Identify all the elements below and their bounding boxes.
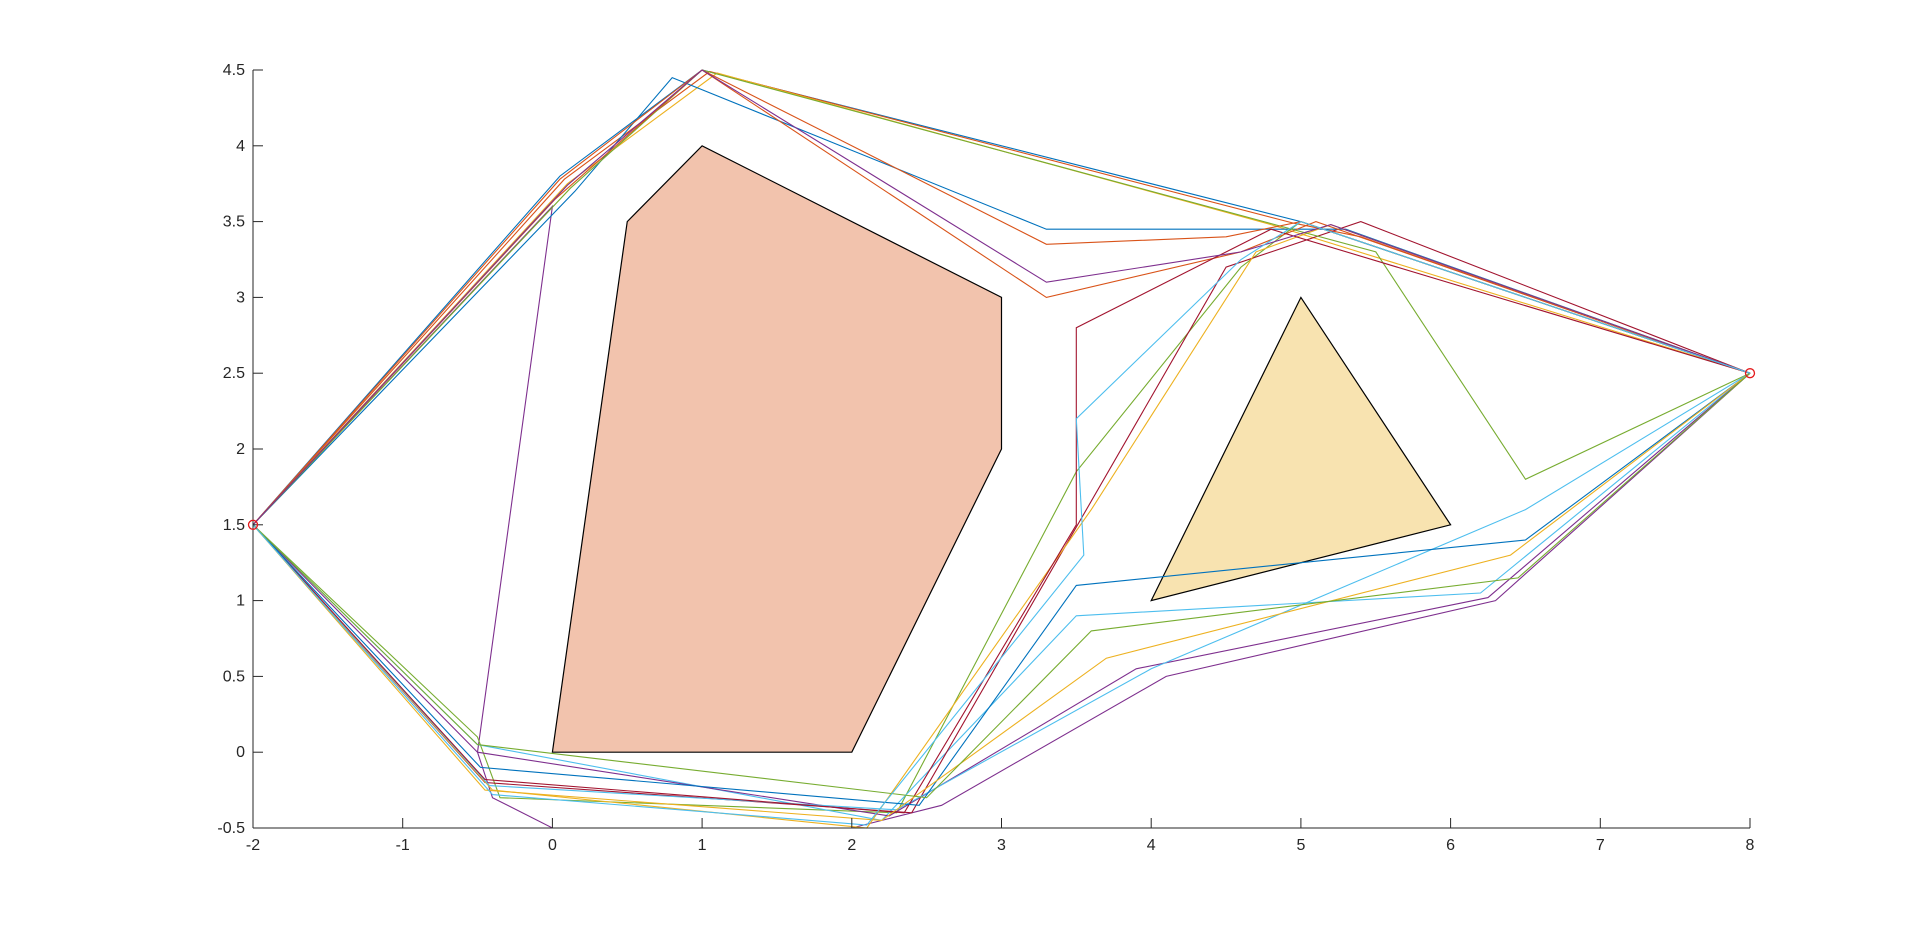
path-series-9 xyxy=(252,69,1751,526)
y-tick-label: 3.5 xyxy=(223,214,245,231)
path-series-19 xyxy=(252,372,1751,799)
x-tick-label: 4 xyxy=(1147,837,1156,854)
y-tick-label: 4.5 xyxy=(223,62,245,79)
x-tick-label: 7 xyxy=(1596,837,1605,854)
x-tick-label: 0 xyxy=(548,837,557,854)
obstacle-2 xyxy=(1150,296,1452,602)
goal-marker xyxy=(1744,368,1756,379)
x-tick-label: -2 xyxy=(246,837,260,854)
x-tick-label: 8 xyxy=(1746,837,1755,854)
x-tick-label: 5 xyxy=(1296,837,1305,854)
path-series-13 xyxy=(252,372,1751,811)
path-series-8 xyxy=(252,76,1751,526)
y-tick-label: 4 xyxy=(236,138,245,155)
x-tick-label: -1 xyxy=(396,837,410,854)
x-tick-label: 6 xyxy=(1446,837,1455,854)
path-series-20 xyxy=(252,220,1751,826)
path-series-15 xyxy=(252,372,1751,806)
obstacles-layer xyxy=(551,145,1452,753)
y-tick-label: 0 xyxy=(236,744,245,761)
obstacle-1 xyxy=(551,145,1003,753)
y-tick-label: 3 xyxy=(236,289,245,306)
paths-layer xyxy=(252,69,1751,829)
y-tick-label: 0.5 xyxy=(223,668,245,685)
y-tick-label: -0.5 xyxy=(217,820,245,837)
path-series-12 xyxy=(252,69,1751,526)
y-tick-label: 1.5 xyxy=(223,517,245,534)
path-series-14 xyxy=(252,228,1751,814)
path-series-11 xyxy=(252,372,1751,817)
y-tick-label: 2 xyxy=(236,441,245,458)
start-marker xyxy=(247,519,259,530)
path-series-18 xyxy=(252,69,1751,526)
x-tick-label: 3 xyxy=(997,837,1006,854)
path-series-17 xyxy=(252,372,1751,821)
y-tick-label: 1 xyxy=(236,593,245,610)
endpoints-layer xyxy=(247,368,1756,530)
path-series-3 xyxy=(252,72,1751,526)
x-tick-label: 1 xyxy=(698,837,707,854)
y-tick-label: 2.5 xyxy=(223,365,245,382)
x-tick-label: 2 xyxy=(847,837,856,854)
axes: -2 -1 0 1 2 3 4 5 6 7 8 -0.5 0 0.5 1 1.5 2 2.5 3 3.5 4 4.5 xyxy=(217,62,1754,854)
